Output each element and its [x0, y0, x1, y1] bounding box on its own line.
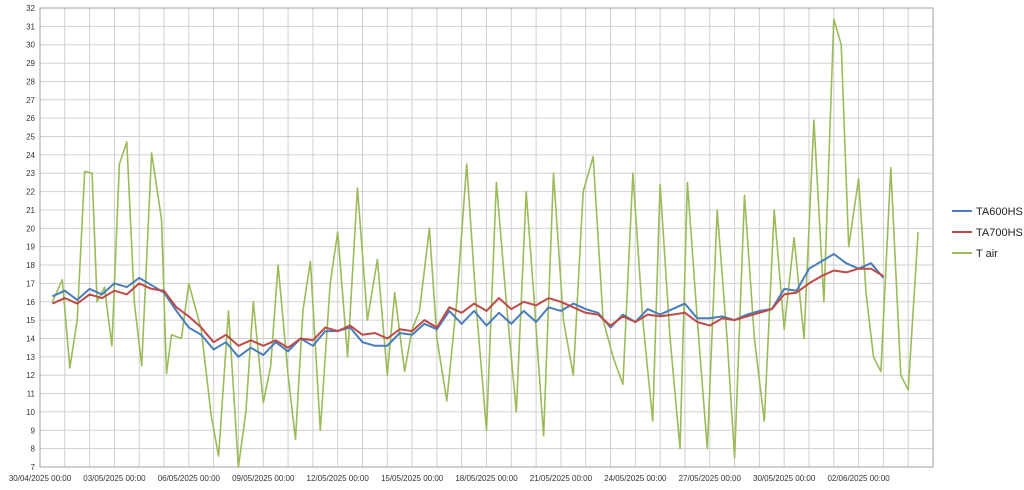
- y-tick-label: 11: [27, 390, 36, 399]
- y-tick-label: 8: [31, 445, 36, 454]
- x-tick-label: 06/05/2025 00:00: [158, 474, 221, 483]
- y-tick-label: 15: [26, 316, 35, 325]
- y-tick-label: 14: [26, 334, 35, 343]
- x-tick-label: 24/05/2025 00:00: [604, 474, 667, 483]
- y-tick-label: 12: [26, 371, 35, 380]
- y-tick-label: 20: [26, 224, 35, 233]
- x-tick-label: 21/05/2025 00:00: [530, 474, 593, 483]
- x-tick-label: 18/05/2025 00:00: [455, 474, 518, 483]
- legend-label: TA700HS: [976, 227, 1023, 239]
- y-tick-label: 30: [26, 41, 35, 50]
- y-tick-label: 17: [26, 279, 35, 288]
- y-tick-label: 31: [26, 22, 35, 31]
- series-line-t-air: [51, 18, 919, 468]
- y-tick-label: 22: [26, 188, 35, 197]
- x-tick-label: 03/05/2025 00:00: [83, 474, 146, 483]
- x-tick-label: 12/05/2025 00:00: [307, 474, 370, 483]
- x-tick-label: 15/05/2025 00:00: [381, 474, 444, 483]
- y-tick-label: 28: [26, 77, 35, 86]
- y-tick-label: 10: [26, 408, 35, 417]
- y-tick-label: 23: [26, 169, 35, 178]
- y-tick-label: 13: [26, 353, 35, 362]
- chart-legend: TA600HS TA700HS T air: [952, 206, 1023, 260]
- chart-grid: [39, 7, 934, 468]
- y-axis-ticks: 7 8 9 10 11 12 13 14 15 16 17 18 19 20 21 22 23 24 25 26 27 2…: [26, 4, 35, 472]
- legend-label: T air: [976, 248, 998, 260]
- y-tick-label: 16: [26, 298, 35, 307]
- y-tick-label: 18: [26, 261, 35, 270]
- y-tick-label: 24: [26, 151, 35, 160]
- plot-area: [39, 7, 934, 468]
- x-tick-label: 09/05/2025 00:00: [232, 474, 295, 483]
- series-line-ta600hs: [51, 253, 885, 358]
- y-tick-label: 21: [26, 206, 35, 215]
- y-tick-label: 25: [26, 133, 35, 142]
- y-tick-label: 29: [26, 59, 35, 68]
- series-line-ta700hs: [51, 267, 884, 349]
- x-tick-label: 30/05/2025 00:00: [753, 474, 816, 483]
- y-tick-label: 19: [26, 243, 35, 252]
- y-tick-label: 32: [26, 4, 35, 13]
- y-tick-label: 26: [26, 114, 35, 123]
- y-tick-label: 7: [31, 463, 36, 472]
- legend-label: TA600HS: [976, 206, 1023, 218]
- x-tick-label: 27/05/2025 00:00: [679, 474, 742, 483]
- y-tick-label: 27: [26, 96, 35, 105]
- x-tick-label: 30/04/2025 00:00: [9, 474, 72, 483]
- x-axis-ticks: 30/04/2025 00:00 03/05/2025 00:00 06/05/20…: [9, 474, 890, 483]
- x-tick-label: 02/06/2025 00:00: [827, 474, 890, 483]
- y-tick-label: 9: [31, 426, 36, 435]
- chart-series: [51, 18, 919, 468]
